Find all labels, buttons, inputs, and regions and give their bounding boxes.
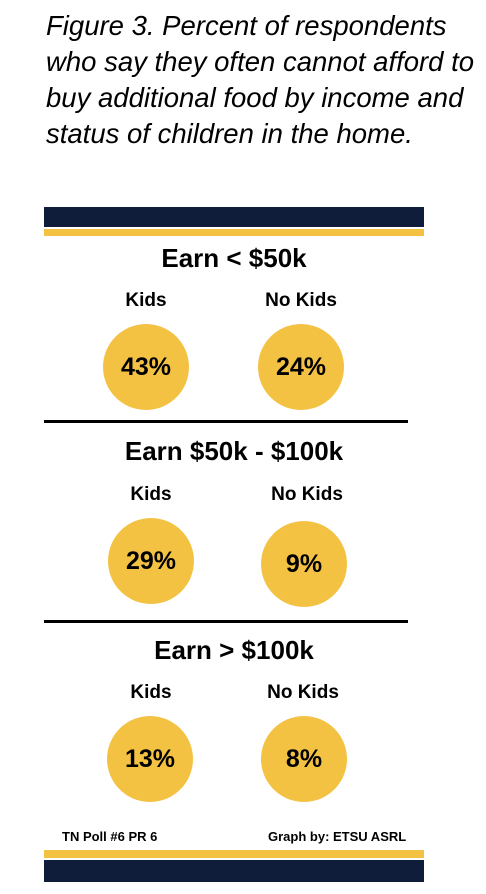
source-note: TN Poll #6 PR 6	[62, 829, 158, 844]
value-circle-low-income-no-kids: 24%	[258, 324, 344, 410]
group-title-low-income: Earn < $50k	[161, 243, 307, 273]
group-title-mid-income: Earn $50k - $100k	[124, 436, 344, 466]
kids-label-high-income: Kids	[130, 682, 172, 703]
value-circle-low-income-kids: 43%	[103, 324, 189, 410]
bottom-navy-band	[44, 860, 424, 882]
value-circle-high-income-no-kids: 8%	[261, 716, 347, 802]
no-kids-label-mid-income: No Kids	[271, 484, 343, 505]
value-circle-high-income-kids: 13%	[107, 716, 193, 802]
value-circle-mid-income-kids: 29%	[108, 518, 194, 604]
kids-label-low-income: Kids	[125, 290, 167, 311]
kids-label-mid-income: Kids	[130, 484, 172, 505]
group-title-high-income: Earn > $100k	[154, 635, 314, 665]
no-kids-label-high-income: No Kids	[267, 682, 339, 703]
bottom-gold-band	[44, 850, 424, 858]
figure-title: Figure 3. Percent of respondents who say…	[46, 10, 475, 149]
no-kids-label-low-income: No Kids	[265, 290, 337, 311]
divider-1	[44, 420, 408, 423]
credit-note: Graph by: ETSU ASRL	[268, 829, 407, 844]
divider-2	[44, 620, 408, 623]
top-navy-band	[44, 207, 424, 227]
top-gold-band	[44, 229, 424, 236]
value-circle-mid-income-no-kids: 9%	[261, 521, 347, 607]
